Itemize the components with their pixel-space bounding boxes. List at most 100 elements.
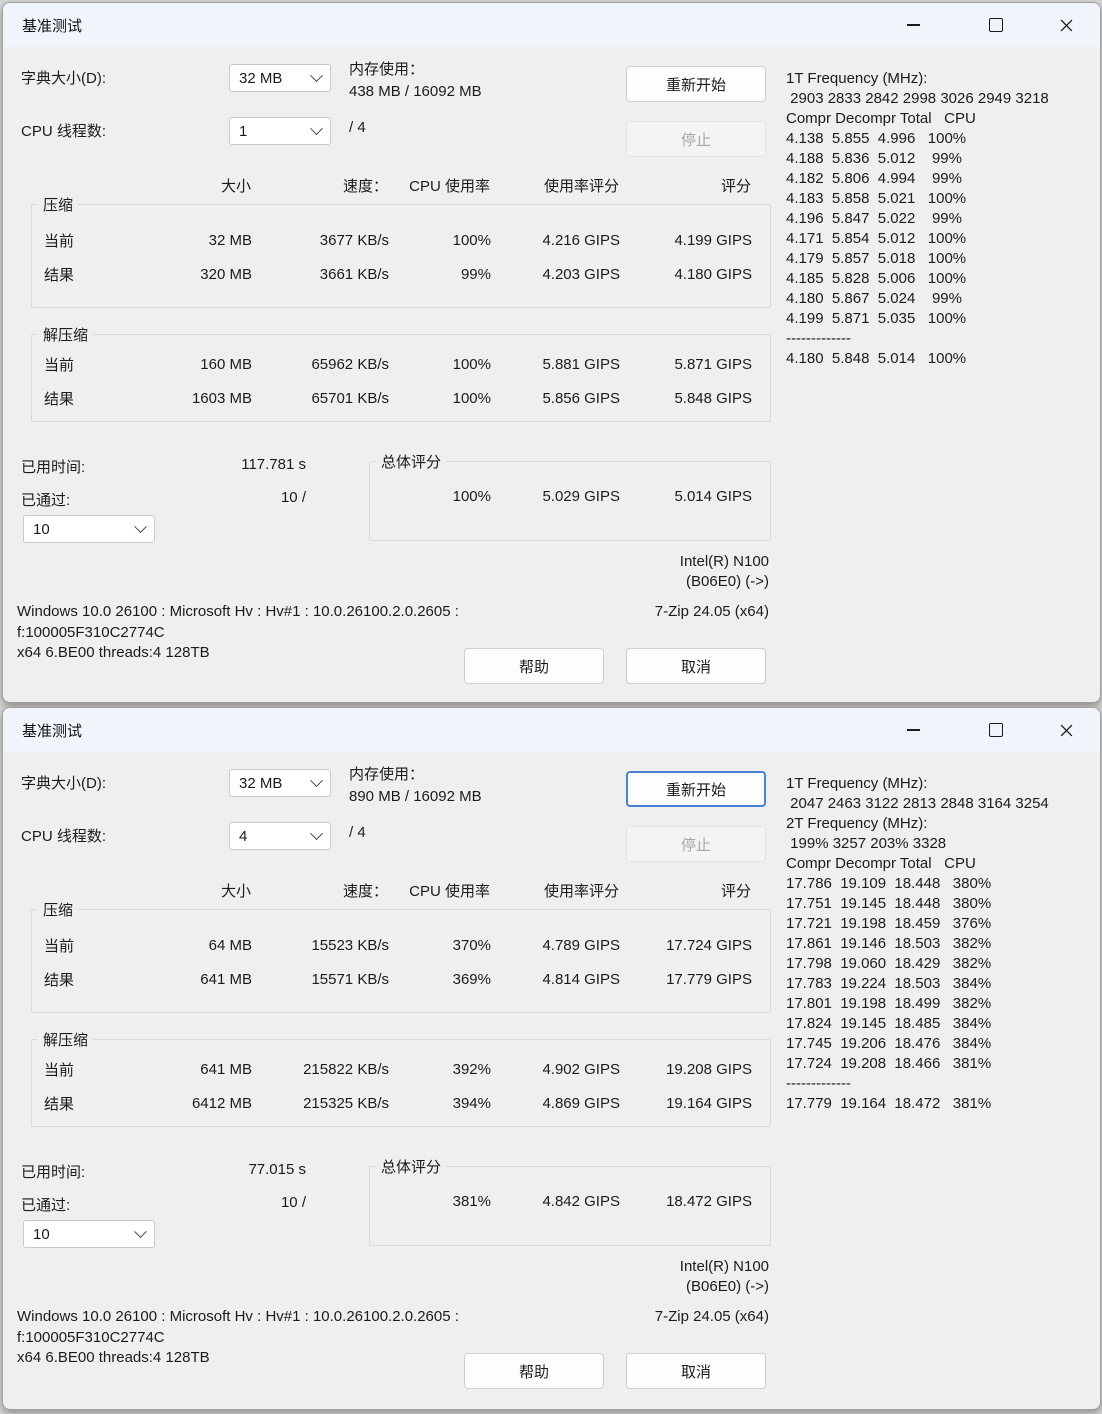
close-icon xyxy=(1060,19,1072,31)
overall-usage-score: 4.842 GIPS xyxy=(542,1193,620,1210)
passes-label: 已通过: xyxy=(21,492,71,509)
cpu-threads-label: CPU 线程数: xyxy=(21,123,107,140)
compression-group-title: 压缩 xyxy=(43,197,74,214)
table-row: 当前 32 MB 3677 KB/s 100% 4.216 GIPS 4.199… xyxy=(44,231,752,250)
benchmark-log: 1T Frequency (MHz): 2903 2833 2842 2998 … xyxy=(786,69,1049,369)
window-title: 基准测试 xyxy=(22,723,83,740)
cpu-threads-select[interactable]: 1 xyxy=(229,117,331,145)
maximize-icon xyxy=(989,18,1003,32)
title-bar[interactable]: 基准测试 xyxy=(3,708,1100,752)
cpu-threads-value: 4 xyxy=(239,827,248,845)
minimize-button[interactable] xyxy=(890,8,936,42)
log-line: 17.779 19.164 18.472 381% xyxy=(786,1095,992,1112)
dictionary-size-value: 32 MB xyxy=(239,69,283,87)
elapsed-time-label: 已用时间: xyxy=(21,459,86,476)
log-line: 17.824 19.145 18.485 384% xyxy=(786,1015,992,1032)
col-size: 大小 xyxy=(220,883,251,900)
chevron-down-icon xyxy=(134,519,147,533)
passes-label: 已通过: xyxy=(21,1197,71,1214)
passes-select-value: 10 xyxy=(33,520,50,538)
log-line: 17.751 19.145 18.448 380% xyxy=(786,895,992,912)
chevron-down-icon xyxy=(310,68,323,82)
compression-group-title: 压缩 xyxy=(43,902,74,919)
cancel-button[interactable]: 取消 xyxy=(626,648,766,684)
passes-value: 10 / xyxy=(280,489,306,506)
chevron-down-icon xyxy=(134,1224,147,1238)
col-speed: 速度： xyxy=(342,883,388,900)
col-size: 大小 xyxy=(220,178,251,195)
log-line: 17.786 19.109 18.448 380% xyxy=(786,875,992,892)
table-column-headers: 大小 速度： CPU 使用率 使用率评分 评分 xyxy=(31,880,769,901)
table-row: 结果 1603 MB 65701 KB/s 100% 5.856 GIPS 5.… xyxy=(44,389,752,408)
cancel-button[interactable]: 取消 xyxy=(626,1353,766,1389)
dictionary-size-label: 字典大小(D): xyxy=(21,775,106,792)
log-line: 1T Frequency (MHz): xyxy=(786,70,928,87)
dictionary-size-value: 32 MB xyxy=(239,774,283,792)
col-score: 评分 xyxy=(720,883,751,900)
cpu-threads-select[interactable]: 4 xyxy=(229,822,331,850)
passes-select[interactable]: 10 xyxy=(23,1220,155,1248)
log-line: 17.861 19.146 18.503 382% xyxy=(786,935,992,952)
compression-group: 压缩 当前 32 MB 3677 KB/s 100% 4.216 GIPS 4.… xyxy=(31,194,771,308)
title-bar[interactable]: 基准测试 xyxy=(3,3,1100,47)
memory-usage-value: 890 MB / 16092 MB xyxy=(349,788,482,805)
memory-usage-label: 内存使用： xyxy=(349,766,425,783)
log-line: 4.188 5.836 5.012 99% xyxy=(786,150,962,167)
dictionary-size-select[interactable]: 32 MB xyxy=(229,769,331,797)
elapsed-time-value: 117.781 s xyxy=(241,456,306,473)
app-version: 7-Zip 24.05 (x64) xyxy=(654,1308,769,1325)
table-row: 结果 6412 MB 215325 KB/s 394% 4.869 GIPS 1… xyxy=(44,1094,752,1113)
log-line: ------------- xyxy=(786,1075,851,1092)
benchmark-log: 1T Frequency (MHz): 2047 2463 3122 2813 … xyxy=(786,774,1049,1114)
overall-cpu: 100% xyxy=(452,488,491,505)
log-line: 17.724 19.208 18.466 381% xyxy=(786,1055,992,1072)
help-button[interactable]: 帮助 xyxy=(464,1353,604,1389)
chevron-down-icon xyxy=(310,773,323,787)
log-line: 4.179 5.857 5.018 100% xyxy=(786,250,967,267)
minimize-icon xyxy=(906,24,920,26)
window-title: 基准测试 xyxy=(22,18,83,35)
cpu-threads-total: / 4 xyxy=(349,824,366,841)
table-column-headers: 大小 速度： CPU 使用率 使用率评分 评分 xyxy=(31,175,769,196)
log-line: 2047 2463 3122 2813 2848 3164 3254 xyxy=(786,795,1049,812)
overall-score: 18.472 GIPS xyxy=(666,1193,752,1210)
dictionary-size-select[interactable]: 32 MB xyxy=(229,64,331,92)
passes-value: 10 / xyxy=(280,1194,306,1211)
log-line: 1T Frequency (MHz): xyxy=(786,775,928,792)
stop-button[interactable]: 停止 xyxy=(626,826,766,862)
minimize-button[interactable] xyxy=(890,713,936,747)
chevron-down-icon xyxy=(310,826,323,840)
log-line: 17.798 19.060 18.429 382% xyxy=(786,955,992,972)
chevron-down-icon xyxy=(310,121,323,135)
log-line: 4.138 5.855 4.996 100% xyxy=(786,130,967,147)
log-line: 4.196 5.847 5.022 99% xyxy=(786,210,962,227)
benchmark-window-4threads: 基准测试 字典大小(D): 32 MB 内存使用： 890 MB / 16092… xyxy=(2,707,1101,1410)
close-button[interactable] xyxy=(1043,713,1089,747)
log-line: 2T Frequency (MHz): xyxy=(786,815,928,832)
restart-button[interactable]: 重新开始 xyxy=(626,771,766,807)
log-line: Compr Decompr Total CPU xyxy=(786,855,976,872)
help-button[interactable]: 帮助 xyxy=(464,648,604,684)
cpu-threads-total: / 4 xyxy=(349,119,366,136)
system-info-line2: f:100005F310C2774C xyxy=(17,624,165,641)
maximize-button[interactable] xyxy=(973,8,1019,42)
log-line: 17.721 19.198 18.459 376% xyxy=(786,915,992,932)
close-button[interactable] xyxy=(1043,8,1089,42)
log-line: 4.185 5.828 5.006 100% xyxy=(786,270,967,287)
col-speed: 速度： xyxy=(342,178,388,195)
passes-select[interactable]: 10 xyxy=(23,515,155,543)
stop-button[interactable]: 停止 xyxy=(626,121,766,157)
benchmark-window-1thread: 基准测试 字典大小(D): 32 MB 内存使用： 438 MB / 16092… xyxy=(2,2,1101,703)
col-cpu-usage: CPU 使用率 xyxy=(409,178,490,195)
log-line: ------------- xyxy=(786,330,851,347)
passes-select-value: 10 xyxy=(33,1225,50,1243)
restart-button[interactable]: 重新开始 xyxy=(626,66,766,102)
log-line: 17.745 19.206 18.476 384% xyxy=(786,1035,992,1052)
elapsed-time-label: 已用时间: xyxy=(21,1164,86,1181)
app-version: 7-Zip 24.05 (x64) xyxy=(654,603,769,620)
maximize-button[interactable] xyxy=(973,713,1019,747)
log-line: 199% 3257 203% 3328 xyxy=(786,835,947,852)
cpu-name-line2: (B06E0) (->) xyxy=(686,1278,769,1295)
overall-score-title: 总体评分 xyxy=(381,1159,442,1176)
